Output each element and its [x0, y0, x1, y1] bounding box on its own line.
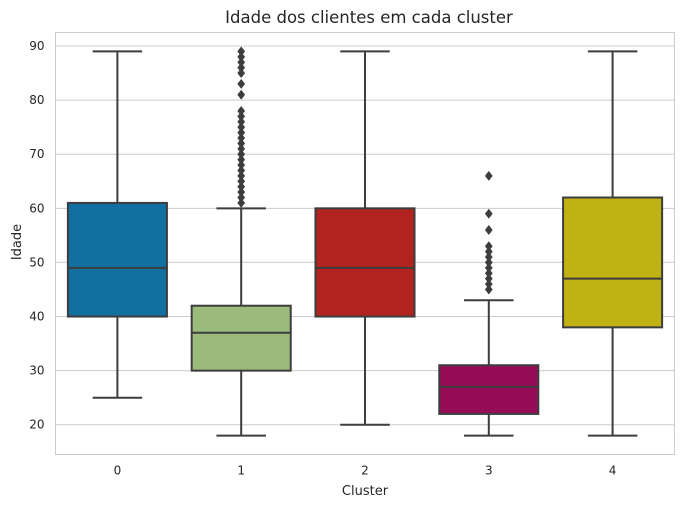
y-tick-label-30: 30: [29, 364, 44, 378]
box-group-1: [190, 46, 292, 437]
y-tick-label-50: 50: [29, 255, 44, 269]
outlier-point-3-3: [484, 268, 493, 279]
x-tick-label-1: 1: [237, 464, 245, 478]
outlier-point-1-7: [237, 159, 246, 171]
outlier-point-1-16: [237, 111, 246, 122]
outlier-point-1-23: [237, 51, 246, 62]
box-group-4: [562, 50, 664, 437]
y-tick-label-70: 70: [29, 147, 44, 161]
outlier-point-3-0: [484, 284, 493, 295]
outlier-point-1-9: [237, 149, 246, 160]
box-group-0: [66, 50, 168, 399]
outlier-point-1-8: [237, 154, 246, 165]
outlier-point-1-10: [237, 143, 246, 154]
box-iqr-3: [438, 364, 540, 415]
outlier-point-3-2: [484, 273, 493, 284]
outlier-point-1-0: [237, 197, 246, 209]
y-tick-label-40: 40: [29, 310, 44, 324]
outlier-point-3-4: [484, 262, 493, 273]
outlier-point-1-6: [237, 165, 246, 176]
outlier-point-1-24: [237, 46, 246, 57]
outlier-point-3-10: [484, 208, 493, 219]
y-axis-label: Idade: [10, 224, 25, 260]
x-tick-label-2: 2: [361, 464, 369, 478]
outlier-point-1-14: [237, 122, 246, 133]
y-tick-label-90: 90: [29, 39, 44, 53]
box-group-2: [314, 50, 416, 426]
box-iqr-4: [562, 196, 664, 329]
outlier-point-1-17: [237, 105, 246, 117]
x-tick-label-0: 0: [114, 464, 122, 478]
outlier-point-3-8: [484, 241, 493, 252]
boxes-layer: [66, 46, 664, 437]
outlier-point-3-7: [484, 246, 493, 257]
outlier-point-1-11: [237, 138, 246, 149]
outlier-point-1-21: [237, 62, 246, 73]
chart-title: Idade dos clientes em cada cluster: [225, 8, 513, 27]
y-tick-label-60: 60: [29, 201, 44, 215]
x-tick-label-3: 3: [485, 464, 493, 478]
y-tick-label-80: 80: [29, 93, 44, 107]
y-tick-label-20: 20: [29, 418, 44, 432]
outlier-point-1-1: [237, 192, 246, 203]
outlier-point-1-13: [237, 127, 246, 138]
x-tick-label-4: 4: [609, 464, 617, 478]
tick-labels: 20 30 40 50 60 70 80 90 0 1 2 3 4: [29, 39, 616, 477]
outlier-point-3-11: [484, 170, 493, 181]
outlier-point-1-3: [237, 181, 246, 192]
box-iqr-2: [314, 207, 416, 318]
outlier-point-1-22: [237, 57, 246, 68]
x-axis-label: Cluster: [342, 484, 389, 499]
box-iqr-0: [66, 201, 168, 318]
box-group-3: [438, 170, 540, 437]
outlier-point-1-2: [237, 187, 246, 198]
outlier-point-1-12: [237, 132, 246, 144]
plot-frame: [55, 32, 675, 455]
outlier-point-3-6: [484, 251, 493, 263]
outlier-point-3-1: [484, 278, 493, 290]
outlier-point-1-19: [237, 78, 246, 89]
outlier-point-1-5: [237, 170, 246, 181]
outlier-point-1-18: [237, 89, 246, 100]
outlier-point-3-5: [484, 257, 493, 268]
outlier-point-1-20: [237, 67, 246, 79]
outlier-point-1-4: [237, 176, 246, 187]
outlier-point-3-9: [484, 224, 493, 236]
outlier-point-1-15: [237, 116, 246, 127]
box-iqr-1: [190, 304, 292, 372]
